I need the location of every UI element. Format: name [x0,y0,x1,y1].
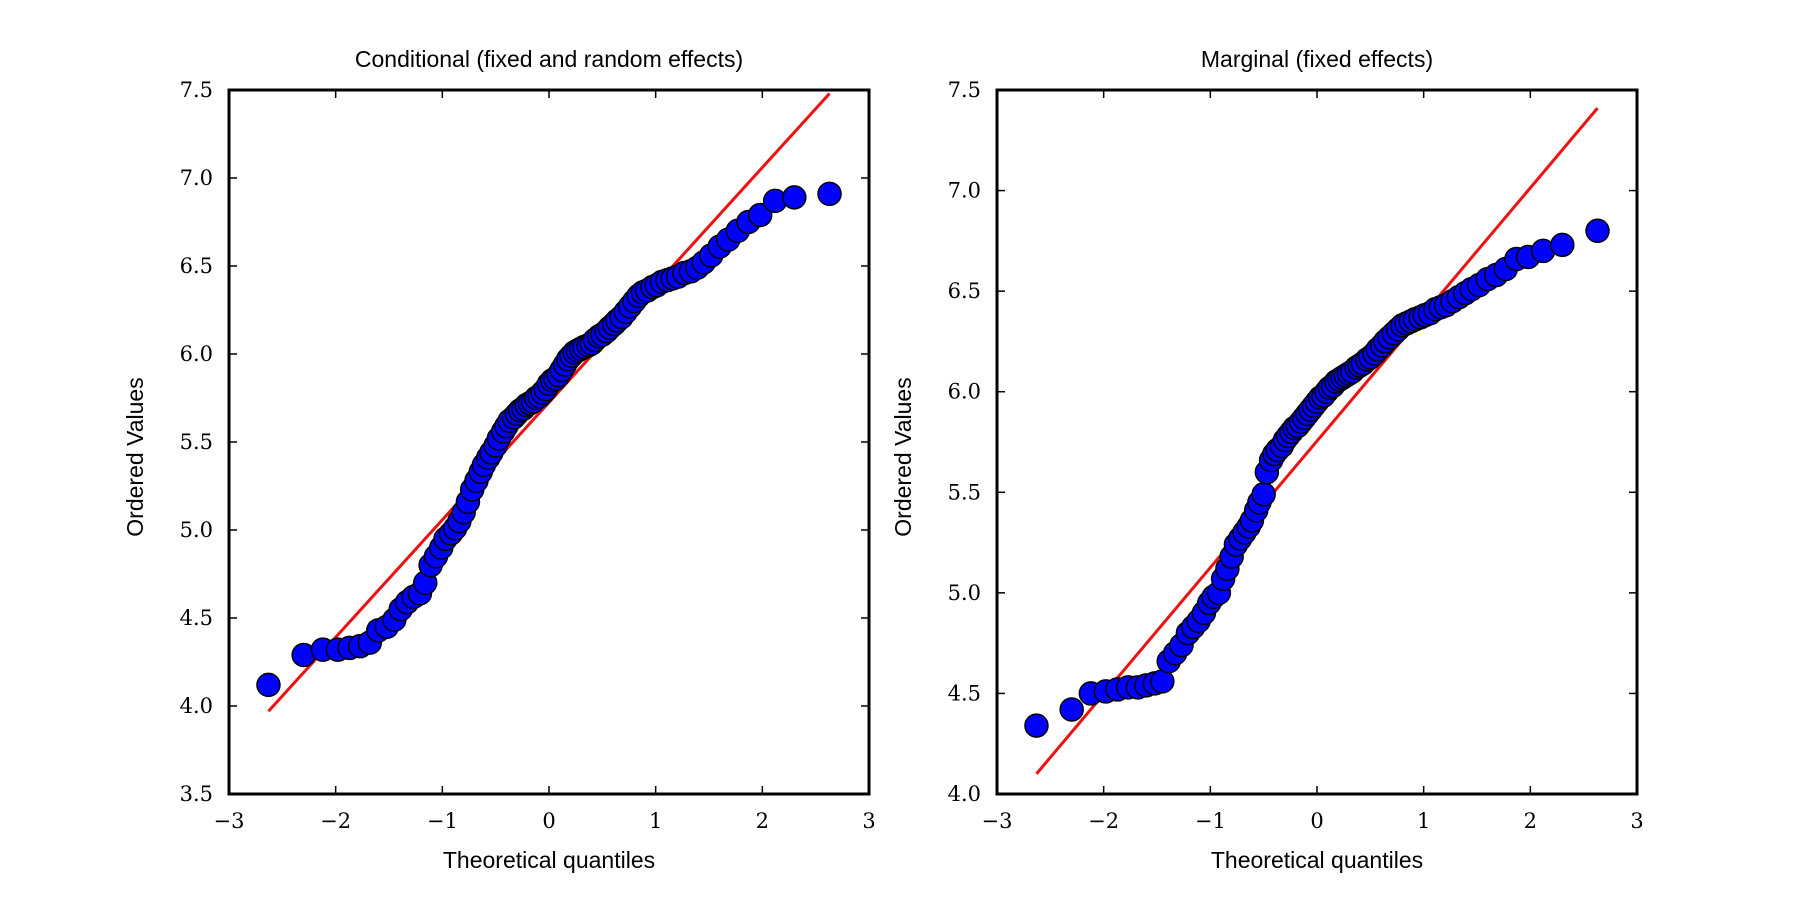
y-tick-label: 6.5 [948,279,981,303]
chart-title: Conditional (fixed and random effects) [355,46,743,72]
data-point [256,672,281,698]
y-tick-label: 4.5 [948,681,981,705]
plot-frame [227,88,871,796]
plot-frame [995,88,1639,796]
data-point [747,202,773,228]
y-tick-label: 5.5 [948,480,981,504]
data-point [1251,482,1276,507]
y-tick-label: 5.5 [180,430,213,454]
y-axis-label: Ordered Values [890,377,916,536]
y-tick-label: 4.5 [180,606,213,630]
x-tick-label: −3 [214,809,245,833]
y-axis-label: Ordered Values [122,377,148,536]
chart-title: Marginal (fixed effects) [1201,46,1433,72]
x-tick-label: 1 [1417,809,1430,833]
data-point [1024,713,1049,738]
x-tick-label: −1 [427,809,458,833]
conditional-qq-plot: Conditional (fixed and random effects) T… [122,46,876,873]
data-point [1059,697,1084,722]
y-tick-label: 6.0 [948,380,981,404]
data-point [1585,218,1610,244]
x-axis-label: Theoretical quantiles [443,847,655,873]
x-tick-label: −3 [982,809,1013,833]
data-point [782,185,807,210]
tick-labels: −3 −2 −1 0 1 2 3 4.0 4.5 5.0 5.5 6.0 6.5 7.0 7.5 [948,78,1644,833]
y-tick-label: 6.0 [180,342,213,366]
x-tick-label: 3 [1630,809,1643,833]
x-tick-label: 2 [1524,809,1537,833]
y-tick-label: 4.0 [180,694,213,718]
y-tick-label: 7.0 [180,166,213,190]
y-tick-label: 7.5 [180,78,213,102]
y-tick-label: 4.0 [948,782,981,806]
marginal-qq-plot: Marginal (fixed effects) Theoretical qua… [890,46,1644,873]
data-point [1550,232,1575,258]
x-tick-label: 2 [756,809,769,833]
x-tick-label: −1 [1195,809,1226,833]
x-tick-label: 3 [862,809,875,833]
tick-labels: −3 −2 −1 0 1 2 3 3.5 4.0 4.5 5.0 5.5 6.0 6.5 7.0 7.5 [180,78,876,833]
x-axis-label: Theoretical quantiles [1211,847,1423,873]
plot-area [1024,107,1610,775]
x-tick-label: 0 [1310,809,1323,833]
x-tick-label: −2 [1088,809,1119,833]
y-tick-label: 5.0 [180,518,213,542]
y-tick-label: 7.0 [948,179,981,203]
y-tick-label: 6.5 [180,254,213,278]
data-point [817,181,842,207]
y-tick-label: 3.5 [180,782,213,806]
plot-area [256,92,842,713]
x-tick-label: 1 [649,809,662,833]
y-tick-label: 5.0 [948,581,981,605]
y-tick-label: 7.5 [948,78,981,102]
fit-line [1035,107,1599,775]
x-tick-label: −2 [320,809,351,833]
x-tick-label: 0 [542,809,555,833]
